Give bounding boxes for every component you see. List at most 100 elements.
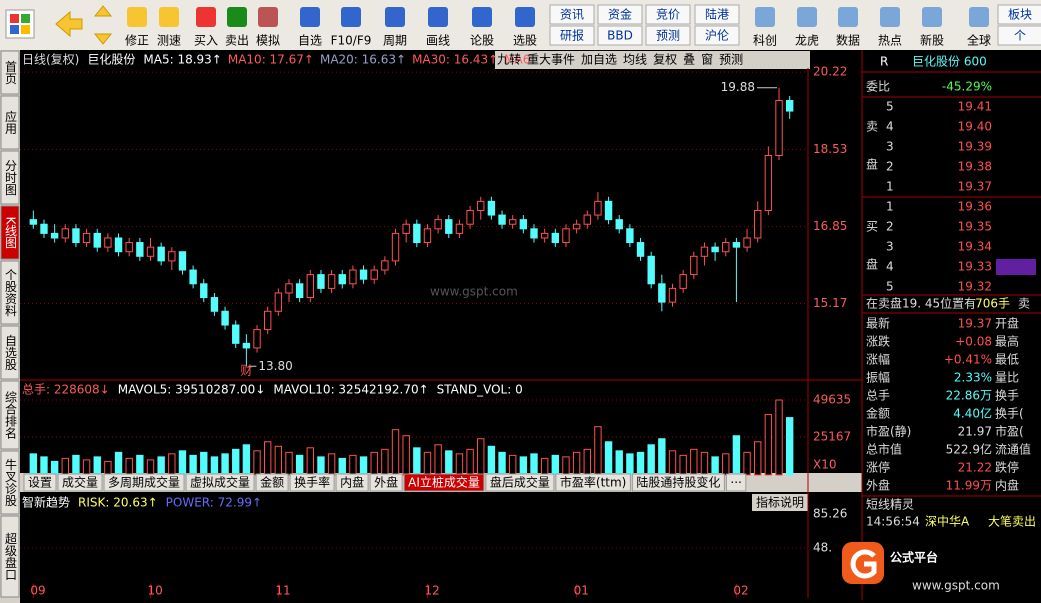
tool-button[interactable] <box>549 4 595 25</box>
tool-label[interactable]: 选股 <box>513 34 537 48</box>
chart-button[interactable]: 加自选 <box>581 53 617 67</box>
indicator-tab[interactable]: 内盘 <box>340 475 364 490</box>
indicator-tab-bg[interactable] <box>555 473 631 492</box>
tool-label[interactable]: 论股 <box>470 34 494 48</box>
tool-label[interactable]: 资讯 <box>560 8 584 22</box>
indicator-tab[interactable]: 盘后成交量 <box>490 475 550 490</box>
indicator-tab-bg[interactable] <box>631 473 725 492</box>
tool-label[interactable]: 科创 <box>753 34 777 48</box>
tool-label[interactable]: 周期 <box>383 34 407 48</box>
chart-button[interactable]: 预测 <box>719 53 743 67</box>
chart-button[interactable]: 窗 <box>701 53 713 67</box>
indicator-tab[interactable]: AI立桩成交量 <box>408 475 480 490</box>
chart-button[interactable]: 均线 <box>623 53 647 67</box>
side-tab-label[interactable]: 超级盘口 <box>4 531 18 580</box>
tool-icon[interactable] <box>341 7 361 27</box>
indicator-tab[interactable]: ··· <box>730 476 741 490</box>
side-tab[interactable] <box>0 150 20 205</box>
tool-icon[interactable] <box>258 7 278 27</box>
tool-label[interactable]: 模拟 <box>256 34 280 48</box>
side-tab[interactable] <box>0 205 20 260</box>
tool-label[interactable]: 研报 <box>560 28 584 43</box>
tool-icon[interactable] <box>755 7 775 27</box>
tool-button[interactable] <box>645 25 691 46</box>
tool-icon[interactable] <box>428 7 448 27</box>
indicator-tab[interactable]: 设置 <box>28 476 52 490</box>
tool-button[interactable] <box>997 25 1041 46</box>
indicator-tab-bg[interactable] <box>725 473 747 492</box>
side-tab-label[interactable]: 首页 <box>4 60 18 85</box>
indicator-tab[interactable]: 市盈率(ttm) <box>560 475 626 490</box>
side-tab-label[interactable]: 分时图 <box>4 159 18 195</box>
tool-label[interactable]: 资金 <box>608 7 632 22</box>
tool-icon[interactable] <box>880 7 900 27</box>
tool-icon[interactable] <box>127 7 147 27</box>
tool-label[interactable]: 全球 <box>967 33 991 48</box>
tool-button[interactable] <box>645 4 691 25</box>
tool-icon[interactable] <box>969 7 989 27</box>
chart-button[interactable]: 九转 <box>497 52 521 67</box>
tool-icon[interactable] <box>515 7 535 27</box>
tool-label[interactable]: 陆港 <box>705 7 729 22</box>
tool-icon[interactable] <box>922 7 942 27</box>
side-tab-label[interactable]: 牛叉诊股 <box>4 457 18 507</box>
tool-button[interactable] <box>694 25 740 46</box>
tool-label[interactable]: 竞价 <box>656 8 680 22</box>
side-tab[interactable] <box>0 325 20 380</box>
tool-button[interactable] <box>997 4 1041 25</box>
chart-button[interactable]: 重大事件 <box>527 53 575 67</box>
indicator-tab[interactable]: 金额 <box>260 475 284 490</box>
tool-label[interactable]: 预测 <box>656 29 680 43</box>
tool-label[interactable]: 卖出 <box>225 34 249 48</box>
indicator-tab[interactable]: 成交量 <box>62 475 98 490</box>
tool-button[interactable] <box>694 4 740 25</box>
side-tab-label[interactable]: 个股资料 <box>4 268 18 316</box>
tool-label[interactable]: F10/F9 <box>331 34 372 48</box>
side-tab[interactable] <box>0 450 20 515</box>
tool-icon[interactable] <box>838 7 858 27</box>
tool-label[interactable]: 数据 <box>836 33 860 48</box>
side-tab[interactable] <box>0 380 20 450</box>
side-tab[interactable] <box>0 50 20 95</box>
tool-label[interactable]: 热点 <box>878 34 902 48</box>
tool-button[interactable] <box>549 25 595 46</box>
side-tab-label[interactable]: 自选股 <box>4 334 18 371</box>
indicator-tab[interactable]: 多周期成交量 <box>108 475 180 490</box>
tool-icon[interactable] <box>797 7 817 27</box>
indicator-tab[interactable]: 陆股通持股变化 <box>636 475 720 490</box>
back-icon[interactable] <box>55 10 83 38</box>
side-tab-label[interactable]: 综合排名 <box>4 391 18 439</box>
tool-label[interactable]: 买入 <box>194 34 218 48</box>
indicator-tab[interactable]: 换手率 <box>294 475 330 490</box>
tool-icon[interactable] <box>472 7 492 27</box>
tool-label[interactable]: 新股 <box>920 33 944 48</box>
indicator-tab-bg[interactable] <box>485 473 555 492</box>
tool-icon[interactable] <box>300 7 320 27</box>
indicator-tab[interactable]: 虚拟成交量 <box>190 475 250 490</box>
tool-icon[interactable] <box>159 7 179 27</box>
tool-label[interactable]: 龙虎 <box>795 34 819 48</box>
side-tab-label[interactable]: 应用 <box>4 109 18 135</box>
side-tab[interactable] <box>0 515 20 598</box>
tool-button[interactable] <box>597 25 643 46</box>
indicator-tab-bg[interactable] <box>255 473 289 492</box>
indicator-tab-bg[interactable] <box>185 473 255 492</box>
tool-label[interactable]: 板块 <box>1008 8 1032 22</box>
updown-icon[interactable] <box>93 5 113 45</box>
chart-button[interactable]: 复权 <box>653 53 677 67</box>
tool-icon[interactable] <box>196 7 216 27</box>
indicator-tab-bg[interactable] <box>23 473 57 492</box>
indicator-tab-bg[interactable] <box>369 473 403 492</box>
tool-label[interactable]: 沪伦 <box>705 28 729 43</box>
tool-label[interactable]: 修正 <box>125 33 149 48</box>
indicator-tab-bg[interactable] <box>103 473 185 492</box>
indicator-tab-bg[interactable] <box>403 473 485 492</box>
indicator-tab-bg[interactable] <box>57 473 103 492</box>
tool-icon[interactable] <box>385 7 405 27</box>
chart-button[interactable]: 叠 <box>683 53 695 67</box>
tool-label[interactable]: 个 <box>1014 29 1026 43</box>
indicator-tab-bg[interactable] <box>289 473 335 492</box>
tool-label[interactable]: 测速 <box>157 34 181 48</box>
side-tab[interactable] <box>0 260 20 325</box>
tool-button[interactable] <box>597 4 643 25</box>
